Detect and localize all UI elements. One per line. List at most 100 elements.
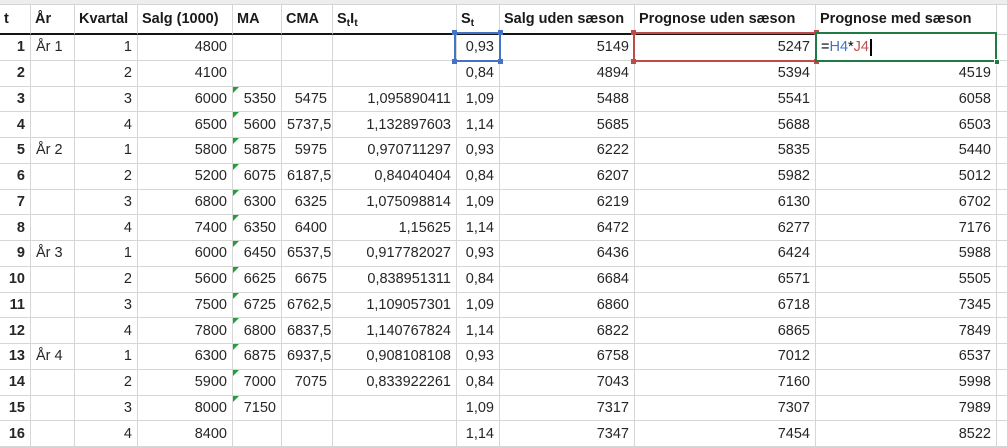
column-header-cma[interactable]: CMA	[282, 5, 333, 35]
cell-ar[interactable]	[31, 369, 75, 396]
cell-st[interactable]: 0,93	[457, 138, 500, 164]
cell-t[interactable]: 2	[0, 60, 31, 87]
cell-ar[interactable]	[31, 215, 75, 241]
cell-kvartal[interactable]: 1	[75, 344, 138, 370]
cell-t[interactable]: 10	[0, 266, 31, 293]
cell-cma[interactable]: 6762,5	[282, 292, 333, 319]
cell-salg_uden[interactable]: 7347	[500, 421, 635, 447]
cell-salg[interactable]: 6500	[138, 112, 233, 138]
cell-ma[interactable]: 5600	[233, 112, 282, 138]
cell-salg_uden[interactable]: 6822	[500, 318, 635, 344]
cell-salg[interactable]: 4800	[138, 35, 233, 61]
cell-t[interactable]: 3	[0, 86, 31, 113]
cell-cma[interactable]: 6325	[282, 189, 333, 216]
cell-salg_uden[interactable]: 7043	[500, 369, 635, 396]
cell-stit[interactable]: 0,833922261	[333, 369, 457, 396]
cell-t[interactable]: 9	[0, 241, 31, 267]
column-header-stit[interactable]: StIt	[333, 5, 457, 35]
cell-stit[interactable]: 1,132897603	[333, 112, 457, 138]
cell-cma[interactable]	[282, 421, 333, 447]
cell-kvartal[interactable]: 2	[75, 163, 138, 190]
cell-prog_uden[interactable]: 5247	[635, 35, 816, 61]
cell-stit[interactable]: 1,109057301	[333, 292, 457, 319]
cell-ar[interactable]	[31, 189, 75, 216]
cell-prog_med[interactable]: 6537	[816, 344, 997, 370]
selection-handle[interactable]	[498, 59, 503, 64]
cell-ar[interactable]	[31, 395, 75, 422]
cell-salg_uden[interactable]: 6207	[500, 163, 635, 190]
cell-prog_uden[interactable]: 5982	[635, 163, 816, 190]
cell-stit[interactable]	[333, 60, 457, 87]
cell-stit[interactable]	[333, 421, 457, 447]
cell-kvartal[interactable]: 4	[75, 215, 138, 241]
cell-t[interactable]: 7	[0, 189, 31, 216]
cell-st[interactable]: 0,84	[457, 163, 500, 190]
column-header-salg[interactable]: Salg (1000)	[138, 5, 233, 35]
cell-cma[interactable]: 6675	[282, 266, 333, 293]
cell-ma[interactable]: 7150	[233, 395, 282, 422]
cell-prog_uden[interactable]: 7307	[635, 395, 816, 422]
cell-prog_med[interactable]: 4519	[816, 60, 997, 87]
cell-salg[interactable]: 5600	[138, 266, 233, 293]
cell-cma[interactable]: 6937,5	[282, 344, 333, 370]
cell-prog_uden[interactable]: 5835	[635, 138, 816, 164]
cell-st[interactable]: 1,14	[457, 215, 500, 241]
cell-kvartal[interactable]: 2	[75, 266, 138, 293]
cell-t[interactable]: 8	[0, 215, 31, 241]
cell-st[interactable]: 1,09	[457, 86, 500, 113]
cell-ma[interactable]: 6725	[233, 292, 282, 319]
cell-st[interactable]: 0,84	[457, 266, 500, 293]
cell-salg[interactable]: 7400	[138, 215, 233, 241]
cell-prog_uden[interactable]: 5688	[635, 112, 816, 138]
cell-t[interactable]: 14	[0, 369, 31, 396]
cell-ar[interactable]	[31, 318, 75, 344]
cell-stit[interactable]: 1,140767824	[333, 318, 457, 344]
selection-handle[interactable]	[452, 59, 457, 64]
cell-ar[interactable]: År 4	[31, 344, 75, 370]
cell-salg_uden[interactable]: 6860	[500, 292, 635, 319]
cell-t[interactable]: 11	[0, 292, 31, 319]
cell-ma[interactable]	[233, 60, 282, 87]
selection-handle[interactable]	[631, 30, 636, 35]
cell-ma[interactable]: 6450	[233, 241, 282, 267]
cell-ma[interactable]: 5875	[233, 138, 282, 164]
cell-st[interactable]: 1,14	[457, 421, 500, 447]
cell-salg[interactable]: 4100	[138, 60, 233, 87]
cell-kvartal[interactable]: 2	[75, 369, 138, 396]
cell-ar[interactable]	[31, 292, 75, 319]
cell-prog_med[interactable]: 5998	[816, 369, 997, 396]
cell-kvartal[interactable]: 1	[75, 241, 138, 267]
cell-kvartal[interactable]: 3	[75, 189, 138, 216]
cell-stit[interactable]	[333, 395, 457, 422]
cell-ar[interactable]: År 2	[31, 138, 75, 164]
cell-prog_med[interactable]: 7849	[816, 318, 997, 344]
cell-prog_med[interactable]: 5988	[816, 241, 997, 267]
formula-edit-cell[interactable]: =H4*J4	[815, 32, 1000, 65]
selection-handle[interactable]	[498, 30, 503, 35]
cell-prog_uden[interactable]: 6277	[635, 215, 816, 241]
cell-ma[interactable]: 6350	[233, 215, 282, 241]
cell-kvartal[interactable]: 4	[75, 318, 138, 344]
cell-cma[interactable]: 5975	[282, 138, 333, 164]
cell-st[interactable]: 1,09	[457, 292, 500, 319]
cell-kvartal[interactable]: 2	[75, 60, 138, 87]
cell-ma[interactable]: 6875	[233, 344, 282, 370]
cell-stit[interactable]: 0,838951311	[333, 266, 457, 293]
column-header-st[interactable]: St	[457, 5, 500, 35]
cell-ar[interactable]	[31, 86, 75, 113]
cell-t[interactable]: 1	[0, 35, 31, 61]
cell-t[interactable]: 13	[0, 344, 31, 370]
cell-kvartal[interactable]: 4	[75, 112, 138, 138]
cell-cma[interactable]	[282, 60, 333, 87]
column-header-ma[interactable]: MA	[233, 5, 282, 35]
cell-salg_uden[interactable]: 7317	[500, 395, 635, 422]
cell-salg[interactable]: 8400	[138, 421, 233, 447]
cell-cma[interactable]	[282, 395, 333, 422]
cell-salg[interactable]: 5800	[138, 138, 233, 164]
cell-prog_uden[interactable]: 5394	[635, 60, 816, 87]
cell-prog_med[interactable]: 6702	[816, 189, 997, 216]
cell-cma[interactable]: 6187,5	[282, 163, 333, 190]
cell-cma[interactable]: 6837,5	[282, 318, 333, 344]
cell-salg_uden[interactable]: 4894	[500, 60, 635, 87]
cell-prog_uden[interactable]: 6130	[635, 189, 816, 216]
